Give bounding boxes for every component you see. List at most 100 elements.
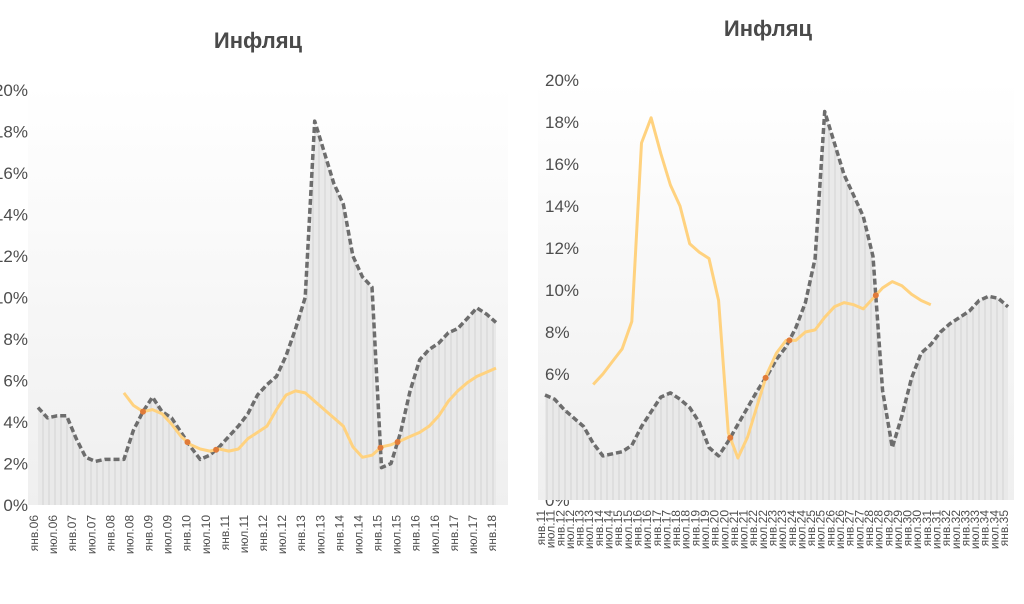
x-tick-label: янв.11 [218,515,232,551]
crossing-marker [727,434,734,441]
x-tick-label: янв.17 [650,510,664,547]
series-a-area [545,111,1008,500]
y-tick-label: 0% [3,496,28,515]
crossing-marker [140,408,146,415]
crossing-marker [786,337,793,344]
chart-title: Инфляц [724,16,813,41]
x-tick-label: янв.10 [180,515,194,552]
x-tick-label: янв.22 [746,510,760,547]
y-axis-ticks: 20% 18% 16% 14% 12% 10% 8% 6% 4% 2% 0% [0,81,28,515]
x-tick-label: янв.11 [534,510,548,546]
x-tick-label: июл.12 [563,510,577,549]
x-tick-label: июл.17 [659,510,673,549]
x-tick-label: янв.31 [920,510,934,547]
y-tick-label: 20% [0,81,28,100]
y-tick-label: 6% [545,365,570,384]
x-tick-label: янв.34 [978,510,992,547]
chart-panel-right: Инфляц 20%18%16%14%12%10%8%6%4%2%0% янв.… [534,16,1014,549]
x-tick-label: янв.14 [592,510,606,547]
y-tick-label: 2% [3,455,28,474]
y-tick-label: 14% [545,197,579,216]
x-tick-label: июл.31 [929,510,943,549]
x-tick-label: июл.17 [466,515,480,554]
x-tick-label: июл.33 [968,510,982,549]
x-tick-label: июл.23 [775,510,789,549]
x-axis-ticks: янв.11июл.11янв.12июл.12янв.13июл.13янв.… [534,510,1011,549]
x-tick-label: янв.28 [862,510,876,547]
x-tick-label: янв.21 [727,510,741,547]
x-tick-label: июл.16 [640,510,654,549]
x-tick-label: июл.26 [833,510,847,549]
x-tick-label: янв.20 [708,510,722,547]
chart-panel-left: Инфляц 20% 18% 16% 14% 12% 10% 8% 6% 4% 2% 0% янв.… [0,28,508,554]
x-tick-label: июл.28 [872,510,886,549]
x-tick-label: июл.13 [313,515,327,554]
crossing-marker [762,374,769,381]
x-tick-label: июл.22 [756,510,770,549]
x-tick-label: июл.08 [122,515,136,554]
x-tick-label: июл.15 [390,515,404,554]
x-tick-label: июл.32 [949,510,963,549]
x-tick-label: янв.26 [823,510,837,547]
x-tick-label: янв.09 [142,515,156,552]
x-tick-label: янв.18 [485,515,499,552]
x-tick-label: янв.25 [804,510,818,547]
y-tick-label: 8% [3,330,28,349]
y-tick-label: 18% [545,113,579,132]
x-tick-label: янв.14 [332,515,346,552]
x-tick-label: июл.16 [428,515,442,554]
x-tick-label: июл.14 [351,515,365,554]
y-tick-label: 10% [545,281,579,300]
x-tick-label: июл.25 [814,510,828,549]
y-tick-label: 16% [545,155,579,174]
x-tick-label: янв.32 [939,510,953,547]
x-tick-label: янв.27 [843,510,857,547]
x-tick-label: июл.24 [794,510,808,549]
x-tick-label: янв.35 [997,510,1011,547]
x-tick-label: янв.15 [611,510,625,547]
x-tick-label: июл.11 [237,515,251,554]
x-tick-label: янв.16 [630,510,644,547]
x-tick-label: янв.33 [958,510,972,547]
x-tick-label: янв.13 [294,515,308,552]
crossing-marker [872,292,879,299]
x-tick-label: июл.18 [679,510,693,549]
y-tick-label: 16% [0,164,28,183]
x-tick-label: янв.16 [409,515,423,552]
x-tick-label: июл.19 [698,510,712,549]
x-tick-label: июл.11 [544,510,558,549]
x-tick-label: июл.14 [602,510,616,549]
y-tick-label: 12% [545,239,579,258]
crossing-marker [377,444,384,451]
x-tick-label: июл.21 [737,510,751,549]
series-a-line [36,119,498,470]
x-tick-label: июл.34 [987,510,1001,549]
x-tick-label: июл.20 [717,510,731,549]
x-tick-label: июл.06 [46,515,60,554]
x-tick-label: янв.17 [447,515,461,552]
x-tick-label: янв.18 [669,510,683,547]
x-tick-label: июл.12 [275,515,289,554]
x-tick-label: июл.07 [84,515,98,554]
x-tick-label: янв.08 [103,515,117,552]
x-tick-label: янв.19 [688,510,702,547]
x-tick-label: янв.24 [785,510,799,547]
x-tick-label: янв.12 [553,510,567,547]
x-tick-label: янв.06 [27,515,41,552]
x-tick-label: янв.13 [573,510,587,547]
y-tick-label: 14% [0,206,28,225]
x-tick-label: янв.07 [65,515,79,552]
x-tick-label: июл.09 [161,515,175,554]
x-tick-label: июл.29 [891,510,905,549]
x-tick-label: янв.23 [766,510,780,547]
y-tick-label: 20% [545,71,579,90]
x-tick-label: июл.10 [199,515,213,554]
x-tick-label: июл.27 [852,510,866,549]
y-tick-label: 6% [3,372,28,391]
crossing-marker [213,446,220,453]
x-tick-label: июл.15 [621,510,635,549]
y-tick-label: 12% [0,247,28,266]
y-tick-label: 18% [0,123,28,142]
x-tick-label: янв.15 [371,515,385,552]
